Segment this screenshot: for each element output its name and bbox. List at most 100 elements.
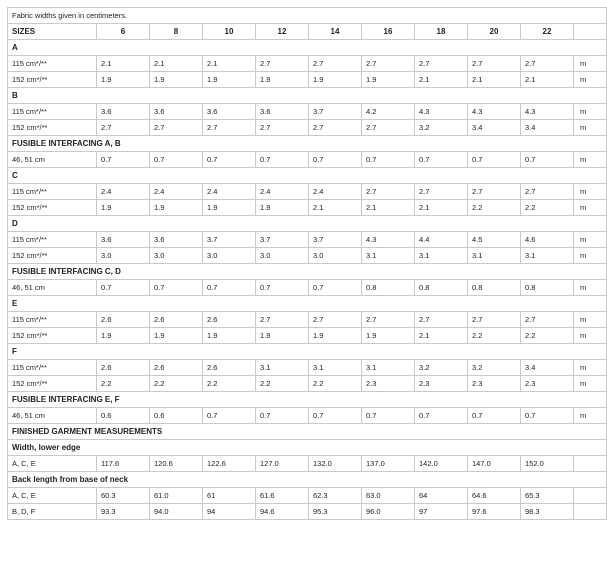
value-cell: 2.4 [255, 183, 309, 200]
value-cell: 2.6 [202, 311, 256, 328]
unit-cell: m [573, 279, 607, 296]
value-cell: 2.1 [149, 55, 203, 72]
section-row: FUSIBLE INTERFACING E, F [7, 391, 607, 408]
section-row: FUSIBLE INTERFACING C, D [7, 263, 607, 280]
size-header: 16 [361, 23, 415, 40]
value-cell: 2.7 [414, 183, 468, 200]
value-cell: 1.9 [149, 199, 203, 216]
row-label: 152 cm*/** [7, 71, 97, 88]
value-cell: 120.6 [149, 455, 203, 472]
value-cell: 0.7 [361, 407, 415, 424]
value-cell: 4.6 [520, 231, 574, 248]
value-cell: 2.4 [149, 183, 203, 200]
row-label: 152 cm*/** [7, 327, 97, 344]
value-cell: 2.7 [308, 311, 362, 328]
value-cell: 3.0 [308, 247, 362, 264]
value-cell: 3.0 [149, 247, 203, 264]
value-cell: 3.1 [414, 247, 468, 264]
value-cell: 142.0 [414, 455, 468, 472]
table-row: 46, 51 cm 0.7 0.7 0.7 0.7 0.7 0.7 0.7 0.7 0.7 m [7, 151, 607, 168]
section-label: E [7, 295, 607, 312]
value-cell: 0.7 [255, 407, 309, 424]
value-cell: 95.3 [308, 503, 362, 520]
unit-cell: m [573, 359, 607, 376]
row-label: 152 cm*/** [7, 247, 97, 264]
row-label: 115 cm*/** [7, 311, 97, 328]
value-cell: 2.1 [520, 71, 574, 88]
value-cell: 0.8 [467, 279, 521, 296]
value-cell: 3.1 [361, 359, 415, 376]
table-row: 46, 51 cm 0.7 0.7 0.7 0.7 0.7 0.8 0.8 0.8 0.8 m [7, 279, 607, 296]
table-row: B, D, F 93.3 94.0 94 94.6 95.3 96.0 97 97.6 98.3 [7, 503, 607, 520]
table-row: 115 cm*/** 2.6 2.6 2.6 3.1 3.1 3.1 3.2 3.2 3.4 m [7, 359, 607, 376]
value-cell: 2.7 [520, 183, 574, 200]
value-cell: 2.7 [414, 311, 468, 328]
value-cell: 2.2 [96, 375, 150, 392]
value-cell: 3.6 [149, 103, 203, 120]
value-cell: 0.7 [308, 151, 362, 168]
value-cell: 2.1 [414, 199, 468, 216]
size-header: 20 [467, 23, 521, 40]
value-cell: 2.6 [96, 359, 150, 376]
value-cell: 4.5 [467, 231, 521, 248]
value-cell: 3.6 [149, 231, 203, 248]
value-cell: 2.7 [520, 55, 574, 72]
value-cell: 0.7 [96, 279, 150, 296]
row-label: A, C, E [7, 487, 97, 504]
value-cell: 2.6 [149, 359, 203, 376]
value-cell: 63.0 [361, 487, 415, 504]
note-row: Fabric widths given in centimeters. [7, 7, 607, 24]
value-cell: 2.7 [255, 55, 309, 72]
value-cell: 1.9 [202, 327, 256, 344]
value-cell: 65.3 [520, 487, 574, 504]
size-header: 22 [520, 23, 574, 40]
value-cell: 3.6 [255, 103, 309, 120]
value-cell: 0.7 [467, 407, 521, 424]
value-cell: 2.2 [520, 199, 574, 216]
row-label: 152 cm*/** [7, 119, 97, 136]
section-label: FUSIBLE INTERFACING A, B [7, 135, 607, 152]
value-cell: 2.2 [149, 375, 203, 392]
section-row: F [7, 343, 607, 360]
value-cell: 2.6 [202, 359, 256, 376]
value-cell: 2.7 [467, 311, 521, 328]
value-cell: 3.2 [414, 119, 468, 136]
value-cell: 0.7 [308, 279, 362, 296]
value-cell: 3.6 [202, 103, 256, 120]
value-cell: 2.3 [520, 375, 574, 392]
unit-cell: m [573, 71, 607, 88]
row-label: 115 cm*/** [7, 183, 97, 200]
row-label: 46, 51 cm [7, 151, 97, 168]
value-cell: 117.6 [96, 455, 150, 472]
unit-cell [573, 455, 607, 472]
value-cell: 2.7 [361, 55, 415, 72]
table-row: 115 cm*/** 2.1 2.1 2.1 2.7 2.7 2.7 2.7 2.7 2.7 m [7, 55, 607, 72]
table-row: 46, 51 cm 0.6 0.6 0.7 0.7 0.7 0.7 0.7 0.7 0.7 m [7, 407, 607, 424]
value-cell: 1.9 [202, 71, 256, 88]
section-row: Back length from base of neck [7, 471, 607, 488]
value-cell: 60.3 [96, 487, 150, 504]
value-cell: 2.7 [361, 119, 415, 136]
value-cell: 3.1 [308, 359, 362, 376]
value-cell: 2.2 [308, 375, 362, 392]
value-cell: 2.7 [467, 183, 521, 200]
table-body: Fabric widths given in centimeters. SIZE… [7, 7, 607, 520]
value-cell: 2.7 [520, 311, 574, 328]
unit-cell: m [573, 119, 607, 136]
fabric-width-note: Fabric widths given in centimeters. [7, 7, 607, 24]
value-cell: 1.9 [361, 71, 415, 88]
value-cell: 0.7 [149, 279, 203, 296]
section-row: FUSIBLE INTERFACING A, B [7, 135, 607, 152]
value-cell: 93.3 [96, 503, 150, 520]
value-cell: 98.3 [520, 503, 574, 520]
size-header: 12 [255, 23, 309, 40]
size-header: 6 [96, 23, 150, 40]
value-cell: 0.6 [96, 407, 150, 424]
value-cell: 0.6 [149, 407, 203, 424]
value-cell: 3.2 [467, 359, 521, 376]
unit-cell: m [573, 247, 607, 264]
value-cell: 0.7 [149, 151, 203, 168]
value-cell: 1.9 [255, 199, 309, 216]
section-row: A [7, 39, 607, 56]
section-label: F [7, 343, 607, 360]
